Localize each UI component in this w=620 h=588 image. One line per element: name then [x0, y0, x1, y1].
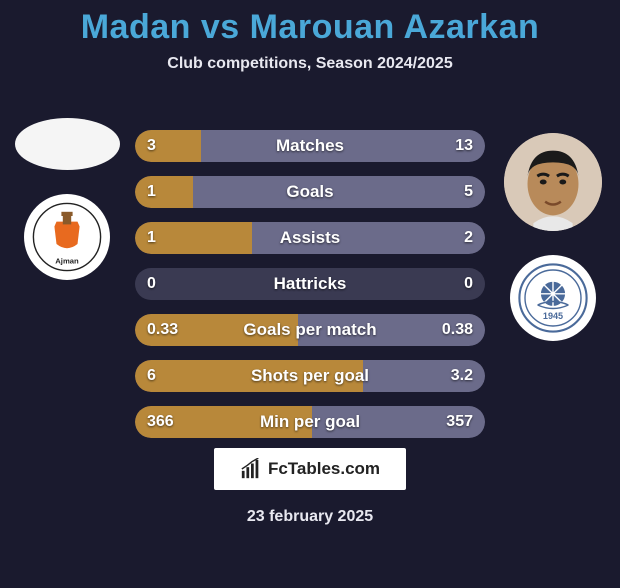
date-label: 23 february 2025 [0, 508, 620, 526]
chart-icon [240, 458, 262, 480]
stat-row: 366357Min per goal [135, 406, 485, 438]
stats-panel: 313Matches 15Goals 12Assists 00Hattricks 0.3… [135, 130, 485, 438]
stat-label: Goals per match [135, 320, 485, 340]
stat-row: 15Goals [135, 176, 485, 208]
player-right-avatar [504, 133, 602, 231]
stat-row: 313Matches [135, 130, 485, 162]
svg-text:1945: 1945 [543, 311, 563, 321]
stat-label: Matches [135, 136, 485, 156]
stat-label: Min per goal [135, 412, 485, 432]
svg-text:Ajman: Ajman [55, 257, 79, 266]
left-player-column: Ajman [8, 118, 126, 280]
player-left-club-badge: Ajman [24, 194, 110, 280]
player-right-face-icon [504, 133, 602, 231]
page-title: Madan vs Marouan Azarkan [0, 8, 620, 47]
page-subtitle: Club competitions, Season 2024/2025 [0, 55, 620, 73]
branding-badge: FcTables.com [214, 448, 406, 490]
stat-label: Assists [135, 228, 485, 248]
stat-row: 63.2Shots per goal [135, 360, 485, 392]
branding-text: FcTables.com [268, 459, 380, 479]
stat-row: 12Assists [135, 222, 485, 254]
ajman-badge-icon: Ajman [32, 202, 102, 272]
stat-label: Goals [135, 182, 485, 202]
player-left-avatar [15, 118, 120, 170]
stat-label: Hattricks [135, 274, 485, 294]
stat-label: Shots per goal [135, 366, 485, 386]
stat-row: 0.330.38Goals per match [135, 314, 485, 346]
player-right-club-badge: 1945 [510, 255, 596, 341]
stat-row: 00Hattricks [135, 268, 485, 300]
alnasr-badge-icon: 1945 [518, 263, 588, 333]
right-player-column: 1945 [494, 133, 612, 341]
